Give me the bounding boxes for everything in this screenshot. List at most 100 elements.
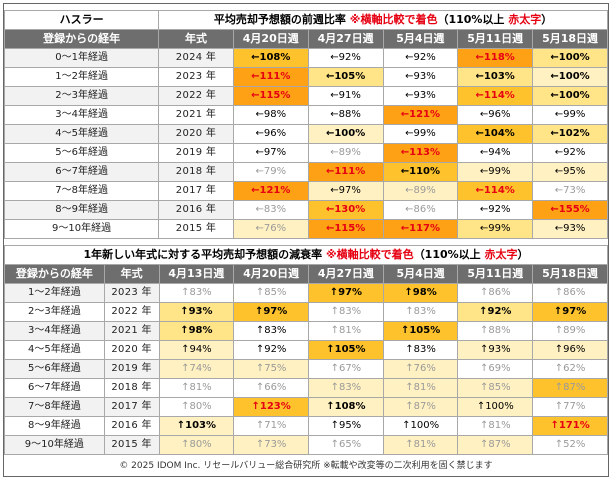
- ratio-cell: ↑94%: [158, 340, 235, 360]
- ratio-cell: ↑76%: [382, 359, 459, 379]
- table-row: 7～8年経過 2017 年 ↑80% ↑123% ↑108% ↑87% ↑100% ↑77%: [4, 397, 608, 417]
- table2-week-header: 5月11日週: [457, 264, 534, 284]
- row-model-year: 2016 年: [103, 416, 160, 436]
- ratio-cell: ←104%: [457, 124, 534, 144]
- ratio-cell: ↑75%: [233, 359, 310, 379]
- ratio-cell: ←118%: [457, 48, 534, 68]
- table-row: 9～10年経過 2015 年 ←76% ←115% ←117% ←99% ←93%: [3, 219, 608, 239]
- ratio-cell: ←100%: [532, 86, 608, 106]
- table-row: 2～3年経過 2022 年 ↑93% ↑97% ↑83% ↑83% ↑92% ↑97%: [4, 302, 608, 322]
- row-model-year: 2023 年: [103, 283, 160, 303]
- row-elapsed-label: 5～6年経過: [4, 359, 105, 379]
- ratio-cell: ←92%: [457, 200, 534, 220]
- ratio-cell: ↑93%: [158, 302, 235, 322]
- ratio-cell: ↑74%: [158, 359, 235, 379]
- ratio-cell: ←73%: [532, 181, 608, 201]
- row-model-year: 2019 年: [158, 143, 234, 163]
- table1-col-year: 年式: [158, 29, 234, 49]
- ratio-cell: ←93%: [382, 67, 459, 87]
- row-elapsed-label: 1～2年経過: [4, 283, 105, 303]
- ratio-cell: ←89%: [307, 143, 384, 163]
- ratio-cell: ↑81%: [457, 416, 534, 436]
- ratio-cell: ←121%: [232, 181, 309, 201]
- row-model-year: 2020 年: [158, 124, 234, 144]
- row-model-year: 2015 年: [158, 219, 234, 239]
- ratio-cell: ↑85%: [457, 378, 534, 398]
- ratio-cell: ↑62%: [532, 359, 608, 379]
- table1-paren-red: 赤太字: [508, 13, 542, 26]
- ratio-cell: ↑105%: [382, 321, 459, 341]
- ratio-cell: ←96%: [457, 105, 534, 125]
- row-elapsed-label: 7～8年経過: [4, 397, 105, 417]
- ratio-cell: ↑108%: [308, 397, 384, 417]
- table1-title-text: 平均売却予想額の前週比率: [213, 13, 346, 26]
- row-model-year: 2023 年: [158, 67, 234, 87]
- table-row: 4～5年経過 2020 年 ←96% ←100% ←99% ←104% ←102%: [3, 124, 608, 144]
- ratio-cell: ↑87%: [457, 435, 534, 455]
- row-model-year: 2018 年: [103, 378, 160, 398]
- ratio-cell: ←92%: [307, 48, 384, 68]
- ratio-cell: ↑77%: [532, 397, 608, 417]
- brand-name: ハスラー: [3, 10, 160, 30]
- ratio-cell: ←76%: [232, 219, 309, 239]
- ratio-cell: ←93%: [382, 86, 459, 106]
- row-elapsed-label: 6～7年経過: [4, 378, 105, 398]
- ratio-cell: ←110%: [382, 162, 459, 182]
- ratio-cell: ←94%: [457, 143, 534, 163]
- ratio-cell: ←96%: [232, 124, 309, 144]
- ratio-cell: ↑69%: [457, 359, 534, 379]
- ratio-cell: ←108%: [232, 48, 309, 68]
- row-elapsed-label: 3～4年経過: [3, 105, 160, 125]
- decay-ratio-table: 1年新しい年式に対する平均売却予想額の減衰率 ※横軸比較で着色（110%以上 赤…: [4, 245, 608, 455]
- ratio-cell: ←92%: [382, 48, 459, 68]
- ratio-cell: ←102%: [532, 124, 608, 144]
- ratio-cell: ←115%: [232, 86, 309, 106]
- row-elapsed-label: 3～4年経過: [4, 321, 105, 341]
- table-row: 5～6年経過 2019 年 ↑74% ↑75% ↑67% ↑76% ↑69% ↑62%: [4, 359, 608, 379]
- ratio-cell: ↑83%: [308, 378, 384, 398]
- ratio-cell: ↑92%: [233, 340, 310, 360]
- ratio-cell: ↑98%: [158, 321, 235, 341]
- table2-col-label: 登録からの経年: [4, 264, 105, 284]
- ratio-cell: ↑89%: [532, 321, 608, 341]
- ratio-cell: ←93%: [532, 219, 608, 239]
- ratio-cell: ←89%: [382, 181, 459, 201]
- table-row: 6～7年経過 2018 年 ←79% ←111% ←110% ←99% ←95%: [3, 162, 608, 182]
- ratio-cell: ↑100%: [382, 416, 459, 436]
- table2-paren-red: 赤太字: [484, 248, 518, 261]
- ratio-cell: ←98%: [232, 105, 309, 125]
- ratio-cell: ↑81%: [308, 321, 384, 341]
- table1-week-header: 5月18日週: [532, 29, 608, 49]
- ratio-cell: ↑80%: [158, 435, 235, 455]
- table-row: 1～2年経過 2023 年 ←111% ←105% ←93% ←103% ←100%: [3, 67, 608, 87]
- ratio-cell: ←121%: [382, 105, 459, 125]
- table1-paren-open: （110%以上: [437, 13, 509, 26]
- table-row: 8～9年経過 2016 年 ↑103% ↑71% ↑95% ↑100% ↑81% ↑171%: [4, 416, 608, 436]
- table-row: 4～5年経過 2020 年 ↑94% ↑92% ↑105% ↑83% ↑93% ↑96%: [4, 340, 608, 360]
- table-row: 7～8年経過 2017 年 ←121% ←97% ←89% ←114% ←73%: [3, 181, 608, 201]
- ratio-cell: ↑96%: [532, 340, 608, 360]
- ratio-cell: ←92%: [532, 143, 608, 163]
- report-frame: ハスラー 平均売却予想額の前週比率 ※横軸比較で着色（110%以上 赤太字） 登…: [3, 3, 609, 477]
- table-row: 1～2年経過 2023 年 ↑83% ↑85% ↑97% ↑98% ↑86% ↑86%: [4, 283, 608, 303]
- ratio-cell: ↑92%: [457, 302, 534, 322]
- ratio-cell: ↑85%: [233, 283, 310, 303]
- ratio-cell: ↑81%: [382, 435, 459, 455]
- ratio-cell: ↑83%: [158, 283, 235, 303]
- row-elapsed-label: 6～7年経過: [3, 162, 160, 182]
- table2-week-header: 4月27日週: [308, 264, 384, 284]
- row-elapsed-label: 1～2年経過: [3, 67, 160, 87]
- row-model-year: 2020 年: [103, 340, 160, 360]
- table1-header-row: 登録からの経年 年式 4月20日週 4月27日週 5月4日週 5月11日週 5月18日週: [3, 29, 608, 49]
- ratio-cell: ←117%: [382, 219, 459, 239]
- table2-week-header: 4月13日週: [158, 264, 235, 284]
- ratio-cell: ↑83%: [382, 340, 459, 360]
- ratio-cell: ←103%: [457, 67, 534, 87]
- table2-col-year: 年式: [103, 264, 160, 284]
- table-row: 8～9年経過 2016 年 ←83% ←130% ←86% ←92% ←155%: [3, 200, 608, 220]
- ratio-cell: ↑83%: [308, 302, 384, 322]
- ratio-cell: ←100%: [307, 124, 384, 144]
- row-model-year: 2021 年: [158, 105, 234, 125]
- ratio-cell: ←91%: [307, 86, 384, 106]
- ratio-cell: ←99%: [457, 162, 534, 182]
